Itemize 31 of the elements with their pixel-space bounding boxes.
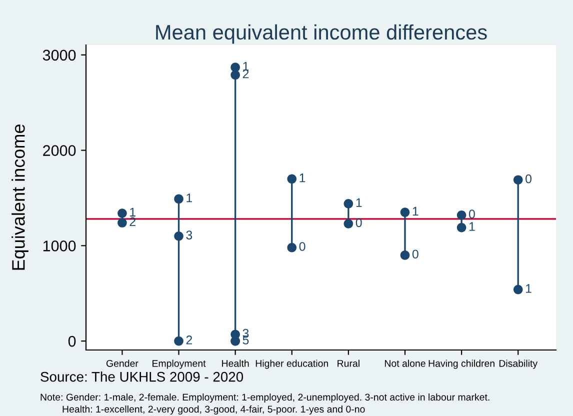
annotation: 1 [356, 198, 362, 207]
x-tick-label: Not alone [384, 360, 426, 367]
annotation: 1 [469, 222, 475, 231]
annotation: 1 [186, 194, 192, 202]
x-tick-label: Health [222, 360, 249, 367]
annotation: 0 [468, 210, 475, 218]
annotation: 1 [300, 174, 306, 182]
y-tick-label: 0 [68, 336, 76, 347]
y-axis-title: Equivalent income [12, 124, 28, 270]
annotation: 3 [186, 230, 192, 240]
x-tick-label: Disability [499, 360, 538, 369]
text: Note: Gender: 1-male, 2-female. Employment: 1-employed, 2-unemployed. 3-not active in labour market. [40, 393, 490, 403]
x-tick-label: Gender [106, 360, 138, 367]
chart-title: Mean equivalent income differences [156, 24, 487, 44]
annotation: 0 [526, 174, 532, 184]
y-tick-label: 2000 [43, 145, 76, 156]
text: Health: 1-excellent, 2-very good, 3-good, 4-fair, 5-poor. 1-yes and 0-no [62, 405, 365, 415]
annotation: 0 [299, 242, 306, 251]
annotation: 2 [186, 336, 192, 344]
x-tick-label: Having children [428, 360, 494, 369]
annotation: 1 [526, 284, 532, 293]
annotation: 1 [412, 206, 418, 216]
x-tick-label: Rural [338, 360, 360, 367]
annotation: 0 [356, 218, 362, 228]
annotation: 0 [412, 250, 418, 259]
y-tick-label: 1000 [43, 240, 76, 252]
annotation: 1 [130, 208, 136, 216]
x-tick-label: Higher education [256, 360, 328, 369]
y-tick-label: 3000 [42, 50, 76, 61]
x-tick-label: Employment [152, 360, 206, 369]
source-note: Source: The UKHLS 2009 - 2020 [40, 372, 244, 382]
